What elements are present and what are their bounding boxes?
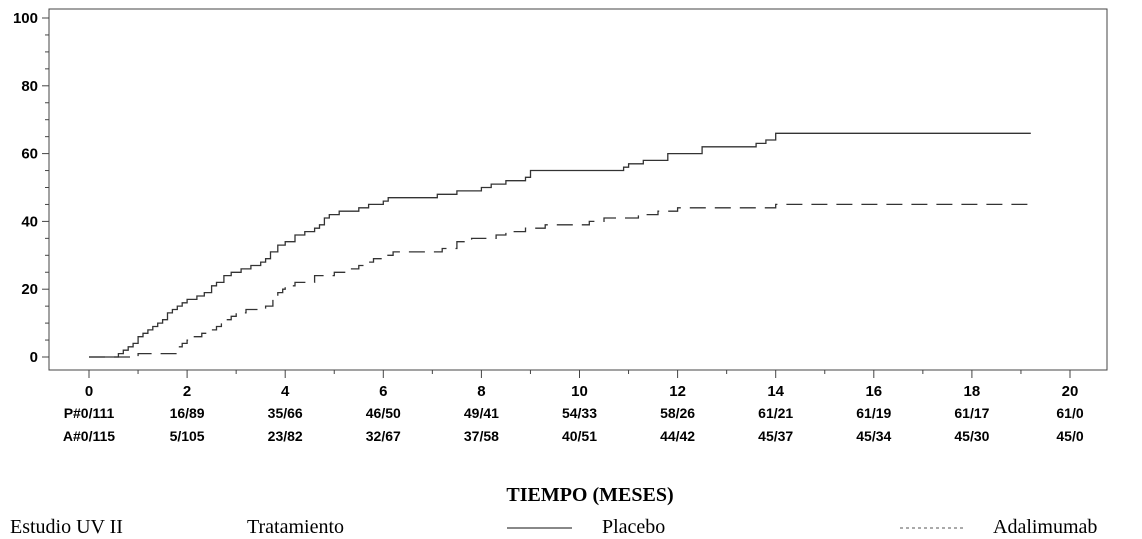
x-tick-label: 4	[281, 383, 290, 400]
x-tick-label: 20	[1062, 383, 1079, 400]
series-layer	[89, 132, 1031, 358]
risk-table-cell: 37/58	[464, 428, 499, 444]
risk-table-cell: A#0/115	[63, 428, 115, 444]
legend-treatment-label: Tratamiento	[247, 516, 344, 538]
risk-table-cell: 45/34	[856, 428, 891, 444]
legend: Estudio UV II Tratamiento Placebo Adalim…	[10, 516, 1097, 538]
x-tick-label: 6	[379, 383, 387, 400]
risk-table-cell: 61/17	[954, 405, 989, 421]
risk-table-cell: 32/67	[366, 428, 401, 444]
risk-table-cell: 35/66	[268, 405, 303, 421]
x-tick-label: 18	[964, 383, 981, 400]
risk-table-cell: 61/0	[1056, 405, 1083, 421]
risk-table-cell: 54/33	[562, 405, 597, 421]
risk-table-cell: 49/41	[464, 405, 499, 421]
x-tick-label: 10	[571, 383, 588, 400]
risk-table-cell: 45/37	[758, 428, 793, 444]
series-line-placebo	[89, 132, 1031, 358]
legend-adalimumab-label: Adalimumab	[993, 516, 1097, 538]
plot-frame	[48, 8, 1108, 371]
x-tick-label: 14	[767, 383, 784, 400]
x-axis-label: TIEMPO (MESES)	[506, 484, 673, 506]
y-tick-label: 100	[13, 10, 38, 27]
risk-table-cell: 61/21	[758, 405, 793, 421]
risk-table-cell: 45/30	[954, 428, 989, 444]
risk-table: P#0/111 16/89 35/66 46/50 49/41 54/33 58/26 61/…	[63, 405, 1084, 444]
legend-study-label: Estudio UV II	[10, 516, 123, 538]
y-tick-label: 0	[30, 349, 38, 366]
y-tick-label: 80	[21, 78, 38, 95]
y-tick-label: 40	[21, 213, 38, 230]
y-tick-label: 60	[21, 146, 38, 163]
risk-table-cell: 61/19	[856, 405, 891, 421]
risk-table-cell: 44/42	[660, 428, 695, 444]
risk-table-cell: 46/50	[366, 405, 401, 421]
x-tick-label: 8	[477, 383, 485, 400]
x-tick-label: 16	[865, 383, 882, 400]
x-tick-label: 2	[183, 383, 191, 400]
x-tick-label: 12	[669, 383, 686, 400]
y-axis: 0 20 40 60 80 100	[13, 10, 49, 366]
x-tick-label: 0	[85, 383, 93, 400]
x-axis: 0 2 4 6 8 10 12 14 16 18 20	[85, 370, 1079, 400]
risk-table-cell: 58/26	[660, 405, 695, 421]
risk-table-cell: 16/89	[170, 405, 205, 421]
risk-table-cell: 45/0	[1056, 428, 1083, 444]
y-tick-label: 20	[21, 281, 38, 298]
risk-table-cell: 40/51	[562, 428, 597, 444]
risk-table-cell: 23/82	[268, 428, 303, 444]
legend-placebo-label: Placebo	[602, 516, 665, 538]
series-line-adalimumab	[89, 203, 1031, 358]
risk-table-cell: 5/105	[170, 428, 205, 444]
risk-table-cell: P#0/111	[64, 405, 115, 421]
